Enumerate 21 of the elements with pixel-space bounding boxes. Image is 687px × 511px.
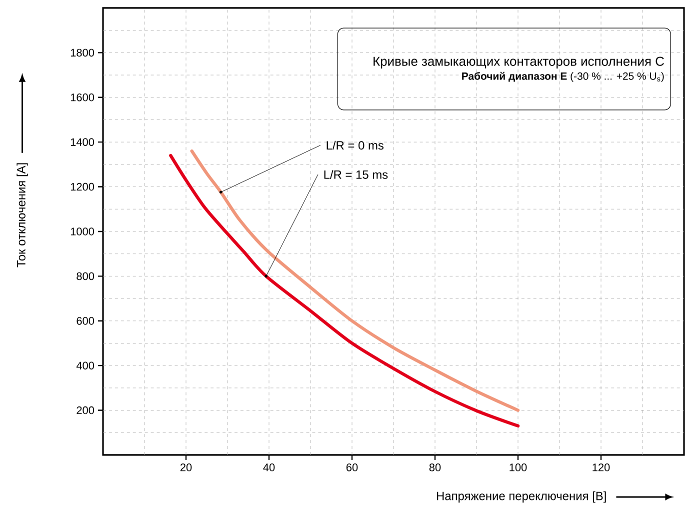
- y-tick-label: 1600: [70, 94, 94, 102]
- y-tick-label: 800: [76, 272, 94, 280]
- y-tick-label: 600: [76, 317, 94, 325]
- y-tick-label: 1800: [70, 48, 94, 57]
- y-axis-title: Ток отключения [A]: [16, 163, 28, 268]
- x-tick-label: 40: [263, 464, 275, 472]
- text: L/R = 15 ms: [324, 170, 388, 179]
- y-tick-label: 1200: [70, 182, 94, 191]
- text: Кривые замыкающих контакторов исполнения C: [374, 56, 664, 68]
- y-tick-label: 400: [76, 362, 94, 370]
- x-tick-label: 100: [510, 464, 527, 472]
- x-tick-label: 60: [346, 464, 358, 472]
- x-tick-label: 120: [592, 464, 610, 472]
- text: L/R = 0 ms: [326, 140, 384, 150]
- text: Рабочий диапазон E (-30 % ... +25 % U$_{s}$): [462, 72, 664, 82]
- x-axis-title: Напряжение переключения [B]: [437, 491, 606, 503]
- y-tick-label: 1400: [70, 138, 94, 146]
- y-tick-label: 200: [76, 406, 94, 414]
- x-tick-label: 80: [429, 464, 441, 472]
- y-tick-label: 1000: [70, 228, 94, 236]
- x-tick-label: 20: [180, 464, 192, 472]
